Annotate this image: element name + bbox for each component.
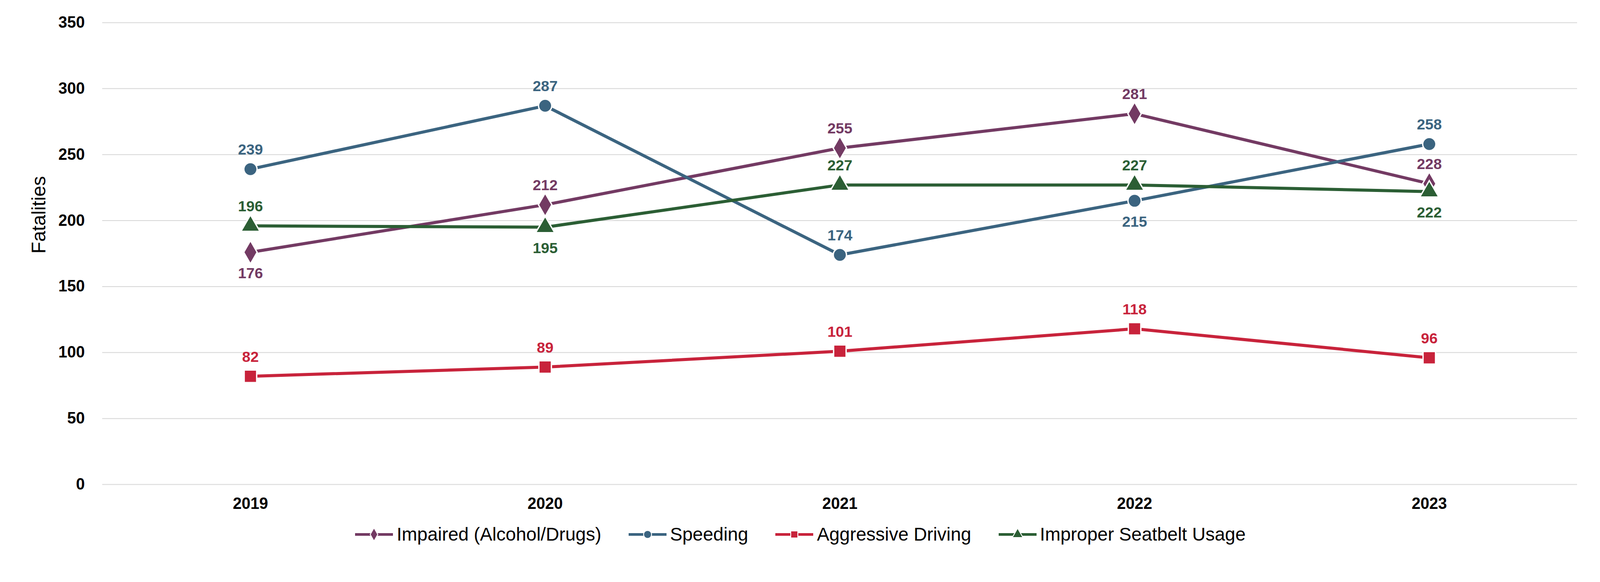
svg-text:250: 250 [58,145,85,164]
svg-text:2021: 2021 [822,494,858,513]
html-text:Aggressive Driving: Aggressive Driving [816,524,972,545]
svg-text:Fatalities: Fatalities [27,176,50,254]
svg-text:228: 228 [1416,155,1442,173]
svg-text:101: 101 [827,323,853,341]
svg-text:150: 150 [58,277,85,296]
svg-text:2022: 2022 [1116,494,1152,513]
svg-text:2019: 2019 [232,494,268,513]
svg-text:239: 239 [237,140,263,158]
svg-text:0: 0 [75,475,85,494]
svg-text:255: 255 [827,119,853,137]
svg-text:200: 200 [58,211,85,230]
svg-text:300: 300 [58,79,85,98]
svg-text:212: 212 [532,176,558,194]
svg-text:195: 195 [532,239,558,257]
svg-text:176: 176 [237,264,263,282]
svg-text:89: 89 [537,339,554,356]
svg-text:2023: 2023 [1411,494,1447,513]
svg-text:281: 281 [1122,85,1148,103]
svg-text:222: 222 [1416,203,1442,221]
html-text:Improper Seatbelt Usage: Improper Seatbelt Usage [1039,524,1246,545]
svg-text:96: 96 [1421,329,1438,347]
svg-text:350: 350 [58,13,85,32]
svg-text:196: 196 [237,197,263,215]
svg-text:174: 174 [827,226,853,244]
html-text:Impaired (Alcohol/Drugs): Impaired (Alcohol/Drugs) [396,524,602,545]
svg-text:118: 118 [1122,300,1147,318]
svg-text:287: 287 [532,77,558,95]
svg-text:100: 100 [58,343,85,362]
svg-text:258: 258 [1416,115,1442,133]
svg-text:227: 227 [1122,156,1148,174]
html-text:Speeding: Speeding [670,524,749,545]
svg-text:82: 82 [242,348,260,366]
svg-text:2020: 2020 [527,494,563,513]
svg-text:227: 227 [827,156,853,174]
svg-text:50: 50 [66,409,85,428]
svg-text:215: 215 [1122,213,1148,230]
